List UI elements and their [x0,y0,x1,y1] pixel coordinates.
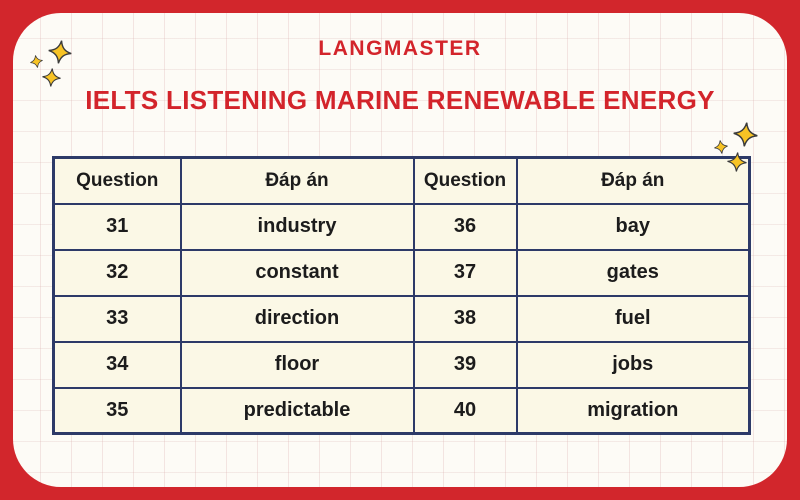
answer-value: jobs [515,340,751,389]
answer-value: floor [179,340,415,389]
table-row: 32 constant 37 gates [52,248,751,297]
question-number: 32 [52,248,182,297]
sparkle-cluster-table-corner [700,118,770,188]
sparkle-cluster-top-left [20,35,80,105]
answer-value: constant [179,248,415,297]
question-number: 35 [52,386,182,435]
answer-value: fuel [515,294,751,343]
sparkle-icon [46,38,73,65]
answer-value: bay [515,202,751,251]
table-header-row: Question Đáp án Question Đáp án [52,156,751,205]
table-row: 34 floor 39 jobs [52,340,751,389]
content-sheet: LANGMASTER IELTS LISTENING MARINE RENEWA… [13,13,787,487]
question-number: 40 [412,386,518,435]
column-header-answer-2: Đáp án [515,156,751,205]
question-number: 39 [412,340,518,389]
column-header-question-2: Question [412,156,518,205]
answer-value: direction [179,294,415,343]
sparkle-icon [41,67,62,88]
column-header-question-1: Question [52,156,182,205]
question-number: 31 [52,202,182,251]
answer-value: migration [515,386,751,435]
table-row: 35 predictable 40 migration [52,386,751,435]
question-number: 37 [412,248,518,297]
answer-value: gates [515,248,751,297]
answer-key-table: Question Đáp án Question Đáp án 31 indus… [52,156,751,435]
question-number: 33 [52,294,182,343]
sparkle-icon [713,139,729,155]
column-header-answer-1: Đáp án [179,156,415,205]
table-row: 31 industry 36 bay [52,202,751,251]
table-row: 33 direction 38 fuel [52,294,751,343]
question-number: 38 [412,294,518,343]
sparkle-icon [726,151,747,172]
langmaster-logo: LANGMASTER [318,37,482,60]
answer-value: predictable [179,386,415,435]
page-title: IELTS LISTENING MARINE RENEWABLE ENERGY [85,85,715,115]
question-number: 36 [412,202,518,251]
answer-value: industry [179,202,415,251]
question-number: 34 [52,340,182,389]
sparkle-icon [29,54,44,69]
sparkle-icon [732,121,759,148]
